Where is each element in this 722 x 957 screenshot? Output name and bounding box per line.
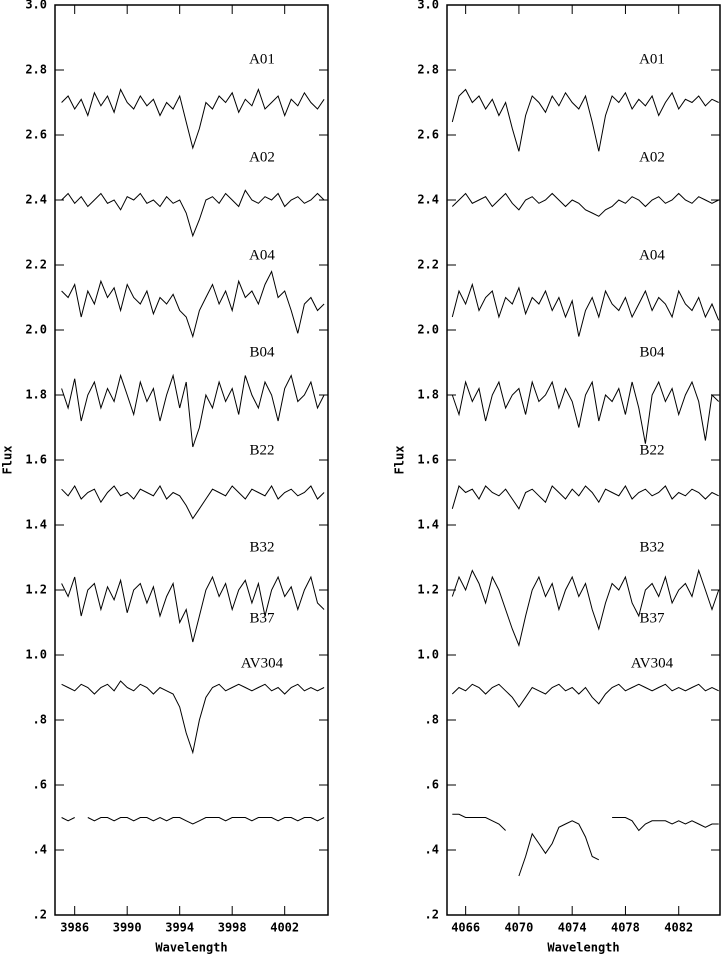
- spectrum-line: [451, 683, 719, 708]
- y-tick-label: .2: [425, 908, 439, 922]
- y-tick-label: 1.2: [25, 583, 47, 597]
- series-label: A04: [249, 247, 275, 263]
- y-tick-label: .8: [33, 713, 47, 727]
- x-axis-label: Wavelength: [547, 941, 619, 955]
- y-tick-label: 1.0: [417, 648, 439, 662]
- x-tick-label: 4082: [664, 921, 693, 935]
- y-tick-label: 2.6: [417, 128, 439, 142]
- series-label: B32: [249, 539, 274, 555]
- series-label: A02: [639, 149, 665, 165]
- y-tick-label: 1.0: [25, 648, 47, 662]
- spectrum-line: [451, 192, 719, 217]
- series-label: B37: [639, 610, 665, 626]
- y-tick-label: .6: [425, 778, 439, 792]
- x-tick-label: 3994: [165, 921, 194, 935]
- y-tick-label: 3.0: [25, 0, 47, 12]
- series-label: B37: [249, 610, 275, 626]
- series-label: B22: [639, 442, 664, 458]
- x-tick-label: 3986: [60, 921, 89, 935]
- y-tick-label: 2.2: [417, 258, 439, 272]
- y-axis-label: Flux: [393, 446, 407, 475]
- spectrum-line: [61, 189, 325, 238]
- x-tick-label: 4066: [451, 921, 480, 935]
- x-tick-label: 4002: [270, 921, 299, 935]
- spectrum-line: [451, 380, 720, 444]
- x-tick-label: 3998: [218, 921, 247, 935]
- spectrum-line: [451, 485, 719, 510]
- plot-frame: [446, 4, 721, 916]
- spectrum-line: [451, 568, 720, 647]
- series-label: AV304: [241, 655, 284, 671]
- series-label: A01: [639, 51, 665, 67]
- y-tick-label: 2.8: [25, 63, 47, 77]
- y-tick-label: 1.6: [417, 453, 439, 467]
- x-tick-label: 4070: [504, 921, 533, 935]
- spectrum-line: [61, 680, 325, 755]
- y-tick-label: 1.2: [417, 583, 439, 597]
- x-tick-label: 4078: [611, 921, 640, 935]
- y-tick-label: 2.4: [417, 193, 439, 207]
- spectrum-line: [61, 485, 325, 520]
- series-label: B04: [639, 344, 665, 360]
- y-tick-label: 1.6: [25, 453, 47, 467]
- y-tick-label: 3.0: [417, 0, 439, 12]
- series-label: B22: [249, 442, 274, 458]
- y-tick-label: 1.8: [417, 388, 439, 402]
- x-tick-label: 4074: [558, 921, 587, 935]
- y-axis-label: Flux: [1, 446, 15, 475]
- y-tick-label: 1.4: [25, 518, 47, 532]
- y-tick-label: 2.4: [25, 193, 47, 207]
- spectrum-line: [61, 575, 325, 643]
- series-label: A02: [249, 149, 275, 165]
- series-label: AV304: [631, 655, 674, 671]
- y-tick-label: 2.2: [25, 258, 47, 272]
- series-label: B32: [639, 539, 664, 555]
- series-label: A04: [639, 247, 665, 263]
- spectrum-line: [61, 816, 325, 825]
- y-tick-label: 2.6: [25, 128, 47, 142]
- spectrum-line: [452, 813, 719, 877]
- series-label: A01: [249, 51, 275, 67]
- y-tick-label: .6: [33, 778, 47, 792]
- y-tick-label: .2: [33, 908, 47, 922]
- spectrum-line: [451, 282, 720, 337]
- y-tick-label: 1.8: [25, 388, 47, 402]
- x-tick-label: 3990: [113, 921, 142, 935]
- spectrum-line: [61, 88, 325, 150]
- y-tick-label: 2.8: [417, 63, 439, 77]
- y-tick-label: .4: [33, 843, 47, 857]
- spectrum-line: [61, 373, 325, 448]
- y-tick-label: 2.0: [417, 323, 439, 337]
- y-tick-label: 2.0: [25, 323, 47, 337]
- spectrum-line: [451, 88, 719, 152]
- x-axis-label: Wavelength: [155, 941, 227, 955]
- y-tick-label: .4: [425, 843, 439, 857]
- spectrum-line: [61, 270, 325, 339]
- y-tick-label: 1.4: [417, 518, 439, 532]
- y-tick-label: .8: [425, 713, 439, 727]
- series-label: B04: [249, 344, 275, 360]
